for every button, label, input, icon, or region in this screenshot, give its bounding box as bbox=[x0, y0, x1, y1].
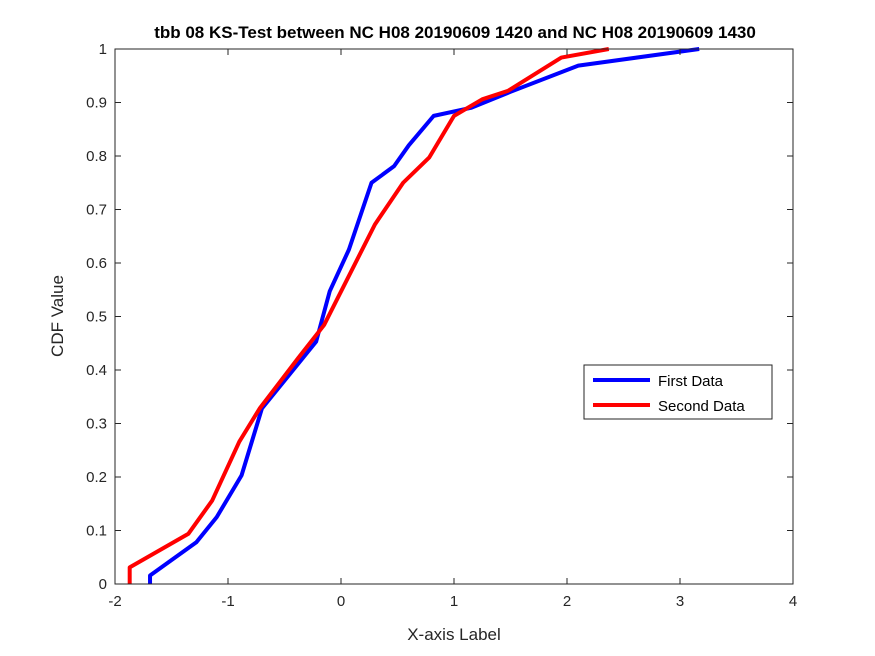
series-layer bbox=[127, 47, 700, 584]
x-axis-label: X-axis Label bbox=[407, 625, 501, 644]
y-axis-label: CDF Value bbox=[48, 275, 67, 357]
legend: First Data Second Data bbox=[583, 364, 773, 420]
chart-title: tbb 08 KS-Test between NC H08 20190609 1… bbox=[154, 23, 756, 42]
y-tick-label: 0.8 bbox=[86, 148, 107, 165]
x-tick-label: 4 bbox=[789, 593, 797, 610]
legend-label-second-data: Second Data bbox=[658, 398, 745, 415]
y-tick-label: 0 bbox=[99, 576, 107, 593]
x-tick-label: 1 bbox=[450, 593, 458, 610]
x-tick-label: 0 bbox=[337, 593, 345, 610]
y-tick-label: 0.2 bbox=[86, 469, 107, 486]
x-tick-label: 3 bbox=[676, 593, 684, 610]
y-tick-label: 0.4 bbox=[86, 362, 107, 379]
plot-area bbox=[115, 49, 793, 584]
tick-layer: -2 -1 0 1 2 3 4 0 0.1 0.2 0.3 0.4 0.5 0.6 0.7 0.8 0.9 1 bbox=[86, 41, 797, 610]
y-tick-label: 1 bbox=[99, 41, 107, 58]
y-tick-label: 0.3 bbox=[86, 416, 107, 433]
legend-box bbox=[583, 364, 773, 420]
y-tick-label: 0.6 bbox=[86, 255, 107, 272]
x-tick-label: -2 bbox=[108, 593, 121, 610]
series-line-first-data bbox=[148, 47, 700, 584]
series-line-second-data bbox=[127, 47, 610, 584]
legend-label-first-data: First Data bbox=[658, 373, 724, 390]
x-tick-label: -1 bbox=[221, 593, 234, 610]
y-tick-label: 0.9 bbox=[86, 95, 107, 112]
x-tick-label: 2 bbox=[563, 593, 571, 610]
y-tick-label: 0.1 bbox=[86, 523, 107, 540]
y-tick-label: 0.5 bbox=[86, 309, 107, 326]
y-tick-label: 0.7 bbox=[86, 202, 107, 219]
